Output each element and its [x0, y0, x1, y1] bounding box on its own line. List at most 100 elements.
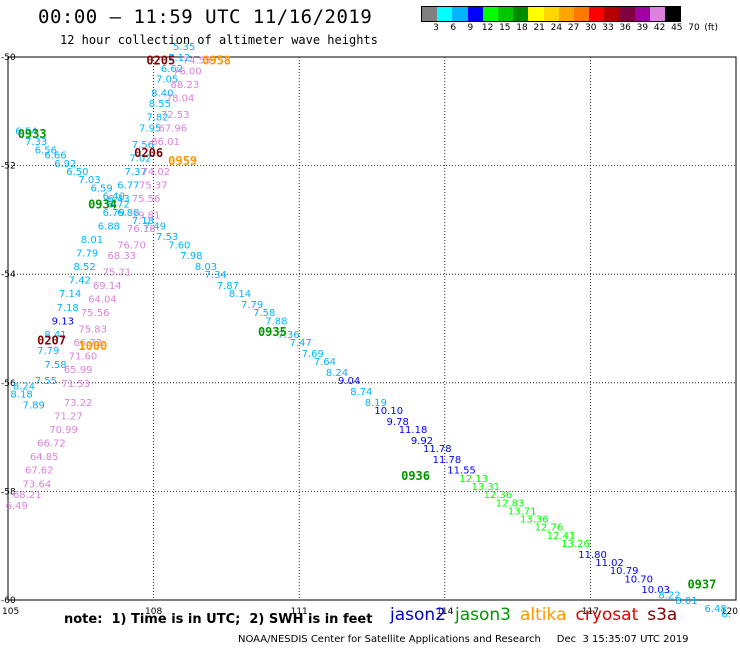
wave-height-value: 71.27	[54, 411, 83, 422]
wave-height-value: 76.70	[117, 240, 146, 251]
wave-height-value: 6.77	[117, 181, 139, 192]
pass-time-label: 0958	[202, 54, 231, 68]
color-scale-swatch	[437, 7, 453, 21]
satellite-legend: jason2 jason3 altika cryosat s3a	[390, 605, 686, 625]
color-scale-label: 18	[516, 23, 528, 33]
wave-height-value: 11.80	[578, 550, 607, 561]
wave-height-value: 7.05	[156, 75, 178, 86]
color-scale-label: 3	[433, 23, 439, 33]
y-tick-label: -52	[1, 162, 16, 172]
wave-height-value: 66.72	[37, 439, 66, 450]
wave-height-value: 11.18	[399, 425, 428, 436]
wave-height-value: 7.95	[139, 124, 161, 135]
color-scale-label: 6	[450, 23, 457, 33]
wave-height-value: 7.98	[180, 251, 202, 262]
wave-height-value: 6.88	[117, 208, 139, 219]
wave-height-value: 13.71	[508, 506, 537, 517]
wave-height-value: 78.04	[166, 94, 195, 105]
y-tick-label: -56	[1, 379, 16, 389]
color-scale-label: 21	[533, 23, 545, 33]
wave-height-value: 9.13	[52, 316, 74, 327]
wave-height-value: 6.79	[103, 208, 125, 219]
legend-entry: jason3	[455, 605, 511, 625]
wave-height-value: 11.02	[595, 558, 624, 569]
wave-height-value: 7.79	[76, 248, 98, 259]
legend-entry: s3a	[647, 605, 678, 625]
wave-height-value: 11.78	[433, 455, 462, 466]
wave-height-value: 7.88	[265, 316, 287, 327]
pass-time-label: 0937	[687, 578, 716, 592]
wave-height-value: 71.53	[61, 379, 90, 390]
wave-height-value: 8.22	[658, 591, 680, 602]
pass-time-label: 0206	[134, 146, 163, 160]
wave-height-value: 6.40	[103, 191, 125, 202]
wave-height-value: 68.33	[107, 251, 136, 262]
wave-height-value: 7.58	[253, 308, 275, 319]
wave-height-value: 64.85	[30, 452, 59, 463]
x-tick-label: 111	[291, 607, 308, 617]
color-scale-label: 27	[567, 23, 580, 33]
color-scale-swatch	[589, 7, 605, 21]
wave-height-value: 75.37	[139, 181, 168, 192]
wave-height-value: 7.60	[168, 240, 190, 251]
wave-height-value: 7.47	[289, 338, 311, 349]
wave-height-value: 8.24	[326, 368, 348, 379]
wave-height-value: 12.41	[547, 531, 576, 542]
wave-height-value: 9.92	[411, 436, 433, 447]
wave-height-value: 11.55	[447, 466, 476, 477]
wave-height-value: 67.62	[25, 466, 54, 477]
color-scale-swatch	[634, 7, 650, 21]
map-axes: 105 108 111 114 117 120 -50 -52 -54 -56 -58 -60	[1, 53, 738, 617]
color-scale-swatch	[665, 7, 681, 21]
wave-height-value: 76.00	[173, 67, 202, 78]
color-scale-swatch	[467, 7, 483, 21]
wave-height-value: 75.71	[103, 267, 132, 278]
color-scale-swatch	[452, 7, 468, 21]
wave-height-value: 6.92	[54, 159, 76, 170]
wave-height-value: 8.01	[675, 596, 697, 607]
wave-height-value: 64.04	[88, 295, 117, 306]
wave-height-value: 7.34	[205, 270, 227, 281]
wave-height-value: 7.02	[129, 153, 151, 164]
footnote: note: 1) Time is in UTC; 2) SWH is in fe…	[64, 612, 373, 627]
color-scale-swatch	[619, 7, 635, 21]
wave-height-value: 6.56	[35, 145, 57, 156]
y-tick-label: -60	[1, 596, 16, 606]
x-tick-label: 105	[2, 607, 19, 617]
wave-height-value: 8.01	[81, 235, 103, 246]
wave-height-value: 7.89	[23, 401, 45, 412]
wave-height-value: 6.72	[107, 200, 129, 211]
wave-height-value: 7.37	[124, 167, 146, 178]
pass-time-label: 0935	[258, 325, 287, 339]
color-scale-swatch	[573, 7, 590, 21]
page-title: 00:00 – 11:59 UTC 11/16/2019	[38, 6, 373, 28]
wave-height-value: 6.88	[98, 221, 120, 232]
color-scale-bar	[421, 6, 682, 22]
wave-height-value: 7.79	[37, 346, 59, 357]
wave-height-value: 7.55	[35, 376, 57, 387]
wave-height-value: 70.99	[49, 425, 78, 436]
wave-height-value: 6.66	[44, 151, 66, 162]
wave-height-value: 11.78	[423, 444, 452, 455]
pass-time-label: 1000	[78, 339, 107, 353]
page-subtitle: 12 hour collection of altimeter wave hei…	[60, 33, 378, 47]
wave-height-value: 5.35	[173, 42, 195, 53]
wave-height-value: 7.87	[217, 281, 239, 292]
wave-height-value: 8.55	[149, 99, 171, 110]
wave-height-value: 9.04	[338, 376, 360, 387]
y-tick-label: -58	[1, 487, 16, 497]
color-scale-label: 45	[671, 23, 683, 33]
wave-height-value: 7.03	[78, 175, 100, 186]
color-scale-label: 15	[499, 23, 511, 33]
x-tick-label: 108	[145, 607, 162, 617]
wave-height-value: 75.56	[81, 308, 110, 319]
wave-height-value: 74.55	[183, 56, 212, 67]
wave-height-value: 10.79	[610, 566, 639, 577]
wave-height-value: 71.60	[69, 352, 98, 363]
wave-height-value: 7.18	[132, 216, 154, 227]
pass-time-label: 0936	[401, 469, 430, 483]
wave-height-value: 6.	[721, 610, 731, 621]
color-scale-label: 9	[467, 23, 474, 33]
wave-height-value: 7.49	[144, 221, 166, 232]
wave-height-value: 65.99	[64, 365, 93, 376]
